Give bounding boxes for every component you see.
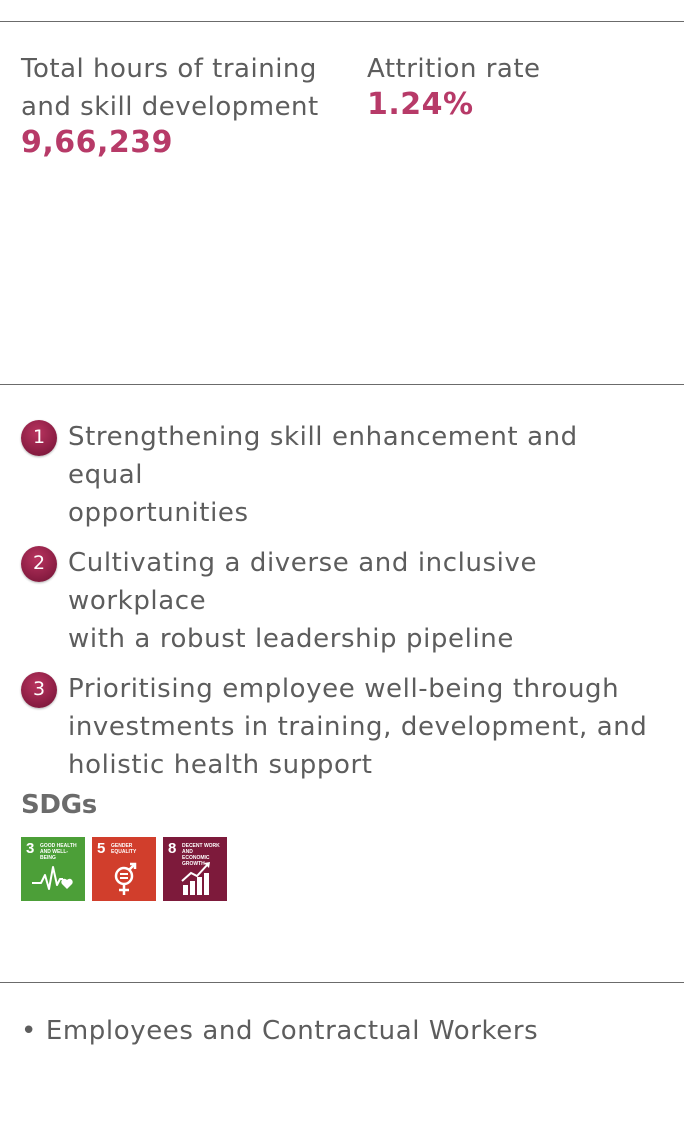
focus-area-line: holistic health support: [68, 750, 373, 780]
focus-area-text: Prioritising employee well-being through…: [68, 670, 661, 784]
sdg-name: GOOD HEALTH AND WELL-BEING: [40, 843, 82, 861]
heartbeat-icon: [32, 866, 73, 890]
training-hours-label-line1: Total hours of training: [21, 54, 317, 84]
sdg-name: GENDER EQUALITY: [111, 843, 153, 855]
sdgs-heading: SDGs: [21, 790, 97, 820]
focus-area-line: opportunities: [68, 498, 249, 528]
stakeholder-text: Employees and Contractual Workers: [45, 1016, 539, 1046]
sdg-name: DECENT WORK AND ECONOMIC GROWTH: [182, 843, 224, 867]
focus-area-line: Prioritising employee well-being through: [68, 674, 620, 704]
sdg-name-line: ECONOMIC GROWTH: [182, 855, 210, 867]
growth-chart-icon: [181, 862, 210, 895]
attrition-rate-value: 1.24%: [367, 87, 474, 122]
focus-area-text: Cultivating a diverse and inclusive work…: [68, 544, 661, 658]
training-hours-stat: Total hours of training and skill develo…: [21, 50, 319, 160]
focus-area-line: Strengthening skill enhancement and equa…: [68, 422, 578, 490]
sdg-number: 5: [97, 840, 106, 857]
sdg-name-line: DECENT WORK AND: [182, 843, 220, 855]
focus-area-line: with a robust leadership pipeline: [68, 624, 514, 654]
sdg-number: 3: [26, 840, 35, 857]
sdg-tiles: 3 GOOD HEALTH AND WELL-BEING 5 GENDER EQ…: [21, 837, 227, 901]
training-hours-label-line2: and skill development: [21, 92, 319, 122]
sdg-name-line: GENDER: [111, 843, 133, 849]
sdg-tile-5: 5 GENDER EQUALITY: [92, 837, 156, 901]
bottom-divider: [0, 982, 684, 983]
sdg-name-line: EQUALITY: [111, 849, 137, 855]
focus-area-text: Strengthening skill enhancement and equa…: [68, 418, 661, 532]
attrition-rate-label: Attrition rate: [367, 54, 541, 84]
middle-divider: [0, 384, 684, 385]
sdg-name-line: AND WELL-BEING: [40, 849, 69, 861]
gender-equality-icon: [114, 862, 137, 895]
number-badge: 2: [21, 546, 57, 582]
training-hours-value: 9,66,239: [21, 125, 174, 160]
number-badge: 3: [21, 672, 57, 708]
number-badge: 1: [21, 420, 57, 456]
attrition-rate-stat: Attrition rate 1.24%: [367, 50, 541, 122]
sdg-tile-8: 8 DECENT WORK AND ECONOMIC GROWTH: [163, 837, 227, 901]
sdg-name-line: GOOD HEALTH: [40, 843, 77, 849]
sdg-number: 8: [168, 840, 177, 857]
focus-area-item: 2 Cultivating a diverse and inclusive wo…: [21, 544, 661, 658]
stakeholder-item: • Employees and Contractual Workers: [21, 1012, 538, 1050]
focus-area-line: investments in training, development, an…: [68, 712, 648, 742]
focus-area-item: 1 Strengthening skill enhancement and eq…: [21, 418, 661, 532]
sdg-tile-3: 3 GOOD HEALTH AND WELL-BEING: [21, 837, 85, 901]
focus-area-item: 3 Prioritising employee well-being throu…: [21, 670, 661, 784]
bullet-marker: •: [21, 1016, 37, 1046]
focus-area-line: Cultivating a diverse and inclusive work…: [68, 548, 538, 616]
focus-area-list: 1 Strengthening skill enhancement and eq…: [21, 418, 661, 796]
top-divider: [0, 21, 684, 22]
